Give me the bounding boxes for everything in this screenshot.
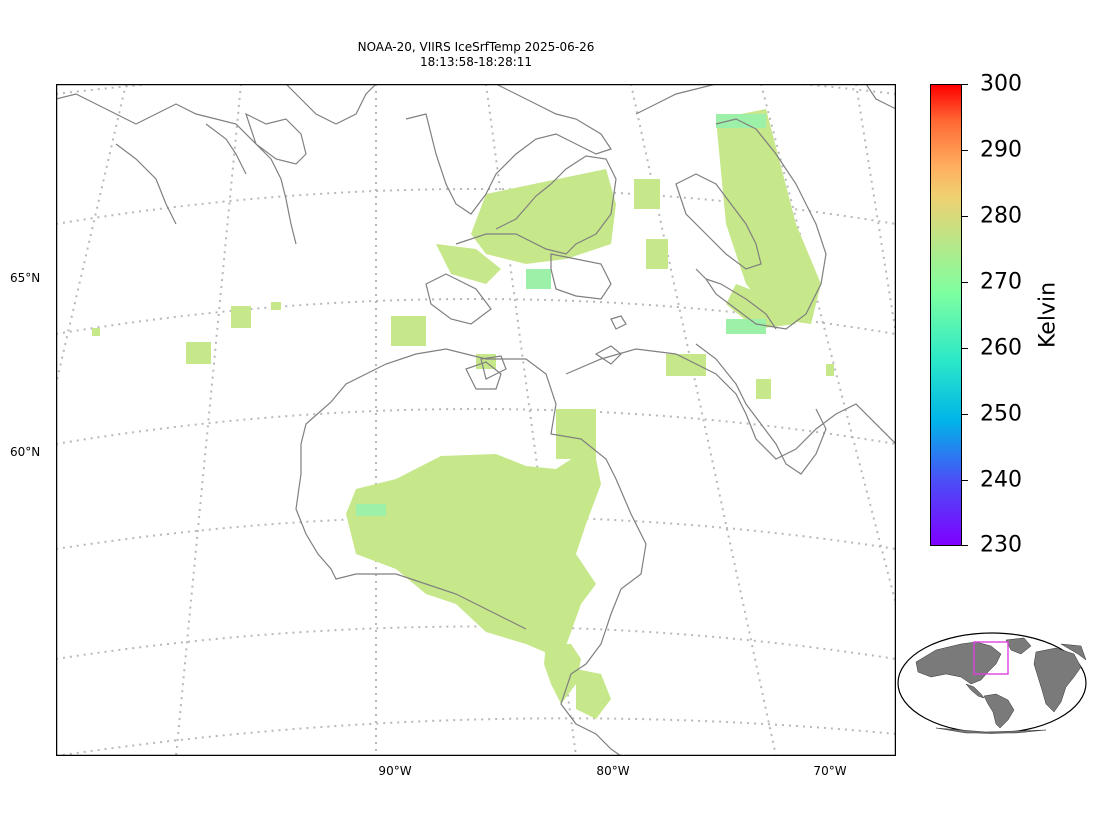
globe-region-highlight	[973, 641, 1009, 675]
ice-patch-west-4	[391, 316, 426, 346]
colorbar-ticklabel: 290	[980, 137, 1022, 163]
globe-asia-edge	[1060, 643, 1087, 661]
coast-baffin-north	[405, 84, 612, 215]
coast-hudson-west	[295, 444, 527, 630]
globe-south-america	[983, 693, 1015, 729]
ice-patch-ungava	[556, 409, 596, 459]
ice-patch-west-1	[186, 342, 211, 364]
colorbar-tick-240	[962, 480, 968, 481]
ice-patch-far-east	[826, 364, 834, 376]
coast-hudson-bay	[300, 348, 647, 756]
colorbar-tick-270	[962, 282, 968, 283]
lon-line-70	[855, 84, 896, 335]
lat-label-65n: 65°N	[10, 271, 41, 285]
ice-patch-east-small	[756, 379, 771, 399]
ice-spot-2	[356, 504, 386, 516]
colorbar-ticklabel: 280	[980, 203, 1022, 229]
ice-surface-temperature	[92, 109, 834, 719]
ice-patch-hudson-strait	[666, 354, 706, 376]
lat-label-60n: 60°N	[10, 445, 41, 459]
lon-label-80w: 80°W	[596, 764, 630, 778]
ice-patch-north-1	[634, 179, 660, 209]
colorbar-ticklabel: 260	[980, 335, 1022, 361]
map-panel	[56, 84, 896, 756]
lon-line-100	[56, 84, 127, 385]
lon-label-70w: 70°W	[813, 764, 847, 778]
map-frame	[56, 84, 896, 756]
ice-region-hudson-bay	[346, 454, 601, 659]
ice-region-james-bay	[544, 644, 581, 704]
ice-patch-north-2	[646, 239, 668, 269]
colorbar-ticklabel: 250	[980, 401, 1022, 427]
coast-labrador	[565, 348, 896, 460]
lon-line-80	[630, 84, 777, 756]
ice-spot-1	[526, 269, 551, 289]
map-title: NOAA-20, VIIRS IceSrfTemp 2025-06-26 18:…	[56, 40, 896, 70]
lat-line-58	[56, 625, 896, 660]
coast-ellesmere	[285, 84, 896, 125]
coast-baffin-east	[635, 84, 827, 330]
coast-arctic-archipelago	[56, 93, 307, 245]
coast-belcher	[465, 361, 502, 390]
colorbar-label: Kelvin	[1035, 281, 1061, 349]
colorbar-ticklabel: 240	[980, 467, 1022, 493]
coast-cumberland	[675, 173, 762, 270]
colorbar-tick-260	[962, 348, 968, 349]
ice-spot-3	[726, 319, 766, 334]
globe-locator-icon	[897, 632, 1087, 734]
ice-region-east-islands	[726, 284, 796, 329]
map-title-line1: NOAA-20, VIIRS IceSrfTemp 2025-06-26	[357, 40, 595, 54]
ice-region-baffin-strip	[716, 109, 821, 324]
colorbar-tick-290	[962, 150, 968, 151]
lon-line-95	[175, 84, 242, 756]
coast-coats-island	[480, 355, 507, 380]
lat-line-56	[56, 717, 896, 756]
coast-foxe-peninsula	[455, 155, 617, 255]
ice-region-james-south	[576, 669, 611, 719]
ice-patch-west-5	[92, 328, 100, 336]
lon-label-90w: 90°W	[378, 764, 412, 778]
colorbar-ticklabel: 270	[980, 269, 1022, 295]
lat-line-62	[56, 408, 896, 445]
ice-region-southampton	[436, 244, 501, 284]
colorbar	[930, 84, 962, 546]
coastlines	[56, 84, 896, 756]
globe-antarctica	[935, 727, 1047, 734]
colorbar-tick-250	[962, 414, 968, 415]
coast-southampton-island	[425, 273, 492, 325]
colorbar-tick-300	[962, 84, 968, 85]
globe-central-america	[965, 683, 985, 699]
ice-region-foxe-basin	[471, 169, 616, 264]
globe-greenland	[1005, 637, 1032, 655]
map-title-line2: 18:13:58-18:28:11	[419, 55, 533, 69]
coast-east-islands	[594, 315, 627, 365]
coast-ungava-bay	[695, 343, 827, 475]
ice-patch-west-2	[231, 306, 251, 328]
ice-patch-west-3	[271, 302, 281, 310]
colorbar-ticklabel: 230	[980, 532, 1022, 558]
colorbar-ticklabel: 300	[980, 71, 1022, 97]
colorbar-tick-230	[962, 545, 968, 546]
coast-baffin-south	[550, 253, 612, 300]
globe-europe-africa	[1033, 647, 1082, 713]
colorbar-tick-280	[962, 216, 968, 217]
